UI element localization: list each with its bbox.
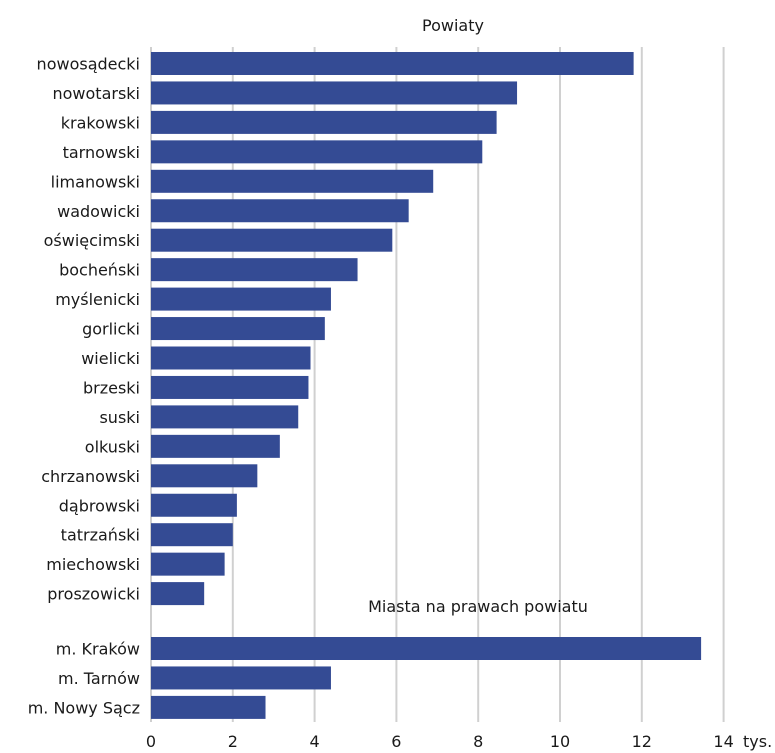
category-label: proszowicki — [47, 585, 140, 604]
category-label: oświęcimski — [44, 231, 140, 250]
bar — [151, 582, 205, 606]
category-label: brzeski — [83, 378, 140, 397]
category-labels: nowosądecki nowotarski krakowski tarnowski l… — [28, 55, 140, 718]
x-axis-unit: tys. — [743, 732, 772, 751]
category-label: wadowicki — [57, 202, 140, 221]
category-label: myślenicki — [55, 290, 140, 309]
bar — [151, 346, 311, 370]
bar — [151, 493, 237, 517]
bar — [151, 140, 483, 164]
category-label: krakowski — [61, 113, 140, 132]
category-label: wielicki — [81, 349, 140, 368]
x-axis-ticks: 0 2 4 6 8 10 12 14 — [146, 732, 734, 751]
category-label: m. Kraków — [56, 640, 140, 659]
category-label: miechowski — [46, 555, 140, 574]
x-tick-label: 14 — [713, 732, 733, 751]
x-tick-label: 2 — [228, 732, 238, 751]
x-tick-label: 4 — [310, 732, 320, 751]
bar — [151, 552, 225, 576]
x-tick-label: 0 — [146, 732, 156, 751]
bar — [151, 258, 358, 282]
category-label: nowosądecki — [37, 55, 140, 74]
category-label: suski — [99, 408, 140, 427]
category-label: m. Nowy Sącz — [28, 698, 140, 717]
x-tick-label: 12 — [632, 732, 652, 751]
bar — [151, 317, 325, 341]
category-label: gorlicki — [82, 320, 140, 339]
bar — [151, 52, 634, 75]
bar — [151, 228, 393, 252]
bar — [151, 666, 331, 690]
bar — [151, 637, 702, 660]
group-title-miasta: Miasta na prawach powiatu — [368, 597, 588, 616]
bar — [151, 81, 518, 105]
category-label: dąbrowski — [59, 496, 140, 515]
bar — [151, 434, 280, 458]
bar — [151, 405, 299, 429]
bar — [151, 169, 434, 193]
group-title-powiaty: Powiaty — [422, 16, 484, 35]
bar — [151, 199, 409, 223]
bar — [151, 464, 258, 488]
category-label: chrzanowski — [41, 467, 140, 486]
x-tick-label: 8 — [473, 732, 483, 751]
category-label: bocheński — [59, 261, 140, 280]
bar — [151, 375, 309, 399]
x-tick-label: 10 — [550, 732, 570, 751]
bars — [151, 52, 702, 719]
category-label: tatrzański — [61, 526, 140, 545]
bar — [151, 695, 266, 719]
category-label: nowotarski — [52, 84, 140, 103]
category-label: olkuski — [85, 437, 140, 456]
bar — [151, 523, 233, 547]
bar — [151, 110, 497, 134]
category-label: limanowski — [51, 172, 140, 191]
bar — [151, 287, 331, 311]
category-label: tarnowski — [63, 143, 140, 162]
category-label: m. Tarnów — [58, 669, 140, 688]
x-tick-label: 6 — [391, 732, 401, 751]
